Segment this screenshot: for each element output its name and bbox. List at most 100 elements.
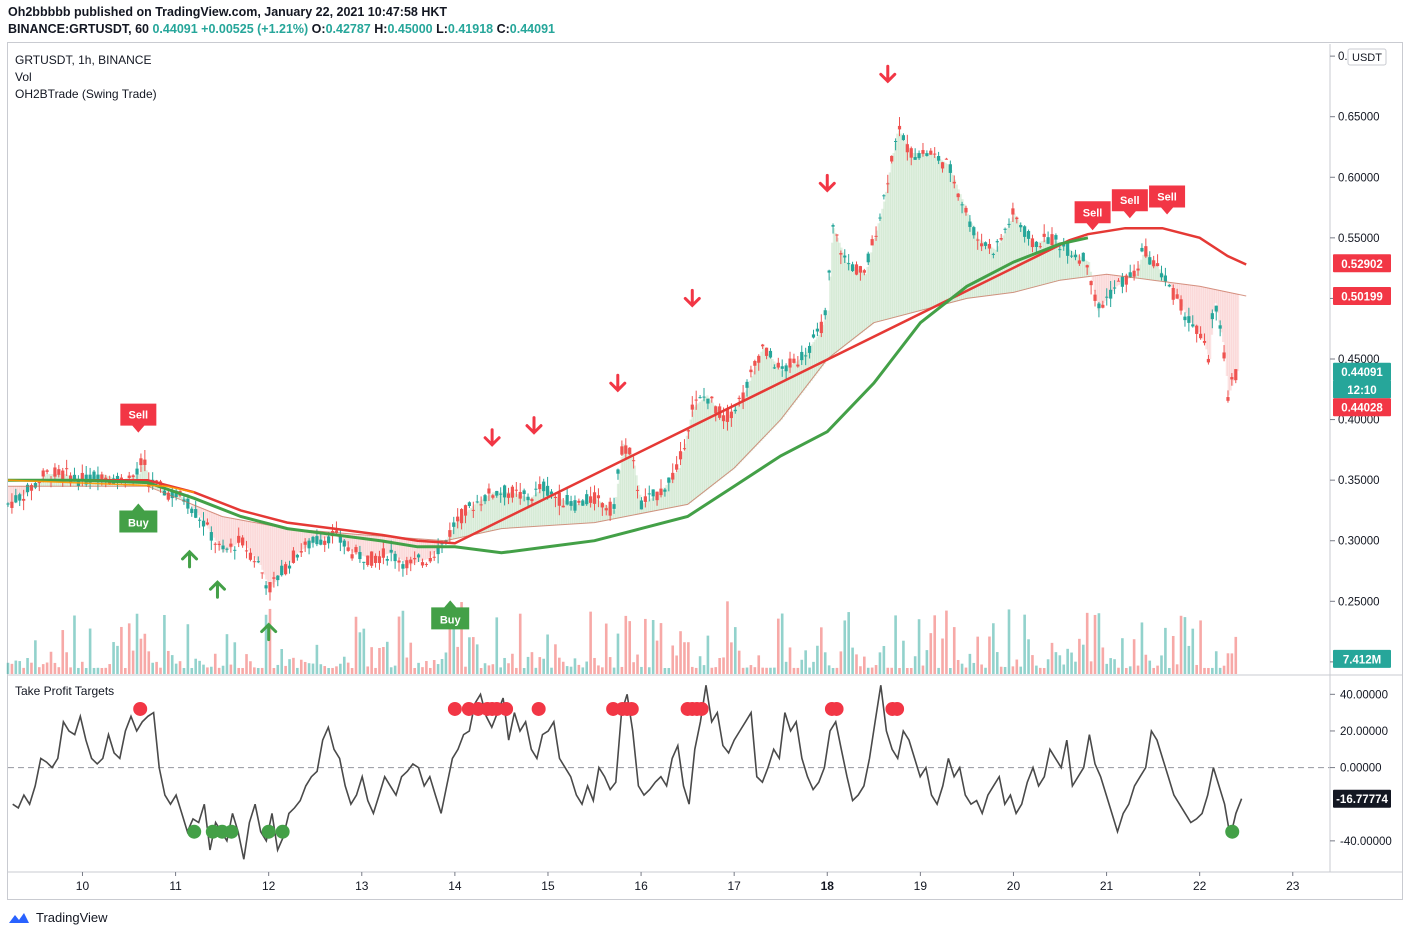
candle-body [221,545,225,550]
ma-fill-band [749,380,752,453]
open-label: O: [311,22,326,36]
candle-body [92,471,96,481]
volume-bar [440,659,444,674]
candle-body [557,492,561,506]
candle-body [1167,284,1171,287]
ma-fill-band [981,241,985,297]
ma-fill-band [1177,283,1180,301]
sell-target-dot [133,701,148,716]
ma-fill-band [603,504,607,521]
volume-bar [41,664,45,674]
ma-fill-band [711,402,715,486]
candle-body [131,475,135,477]
sell-target-dot [499,701,514,716]
ma-fill-band [834,233,837,354]
volume-bar [37,667,41,674]
candle-body [467,502,471,506]
candle-body [29,485,34,491]
volume-bar [1078,638,1081,674]
ma-fill-band [1106,274,1109,299]
ma-fill-band [1009,220,1013,293]
candle-body [381,548,385,558]
candle-body [45,470,49,472]
candle-body [545,485,550,496]
ma-fill-band [769,356,772,432]
ma-fill-band [1212,289,1215,311]
ma-fill-band [940,160,944,306]
ma-fill-band [222,516,225,553]
time-tick-label: 14 [448,879,462,893]
candle-body [628,447,632,455]
volume-bar [358,632,362,674]
ma-fill-band [399,537,402,559]
volume-bar [241,667,244,674]
candle-body [217,543,221,545]
candle-body [753,360,757,366]
ma-fill-band [19,486,22,498]
ma-fill-band [745,390,748,457]
candle-body [354,547,358,553]
ma-fill-band [177,495,180,499]
ma-fill-band [903,140,906,315]
candle-body [350,554,354,559]
volume-bar [820,627,823,674]
ma-fill-band [484,497,487,533]
candle-body [491,495,495,498]
ma-fill-band [743,395,746,459]
candle-body [1198,333,1203,339]
ma-fill-band [925,153,929,310]
ma-fill-band [1069,249,1072,280]
ma-fill-band [1149,257,1152,280]
volume-bar [237,667,240,674]
ma-fill-band [1138,264,1141,279]
volume-bar [776,618,780,674]
ma-fill-band [585,501,588,524]
ma-fill-band [501,492,504,529]
candle-body [241,537,245,546]
tradingview-brand[interactable]: TradingView [8,910,108,925]
candle-body [280,565,284,576]
ma-fill-band [914,153,918,312]
sell-arrow-icon [818,173,836,193]
ma-fill-band [847,263,851,344]
ma-fill-band [1108,274,1111,296]
ma-fill-band [553,495,556,526]
ma-fill-band [810,344,813,381]
ma-fill-band [1158,269,1161,281]
volume-bar [1128,666,1132,674]
currency-box[interactable] [1347,48,1387,66]
volume-bar [53,662,57,674]
candle-body [667,477,671,483]
volume-bar [92,667,96,674]
ma-fill-band [277,526,281,578]
ma-fill-band [24,486,28,494]
buy-target-dot [224,824,239,839]
ma-fill-band [784,368,787,415]
volume-bar [894,615,897,674]
ma-fill-band [1056,241,1059,282]
time-tick-label: 19 [914,879,928,893]
ma-fill-band [1099,275,1102,309]
volume-bar [413,667,416,674]
ma-fill-band [235,518,238,545]
ma-fill-band [302,529,305,550]
candle-body [757,355,761,363]
buy-arrow-icon [208,580,226,599]
candle-body [905,144,909,153]
ma-fill-band [572,503,575,525]
ma-fill-band [417,538,420,562]
candle-body [276,575,280,581]
buy-arrow-icon [181,549,199,569]
ma-fill-band [935,156,938,307]
ma-fill-band [1082,258,1085,278]
candle-body [495,490,499,496]
candle-body [690,404,694,410]
volume-bar [507,663,510,674]
ma-fill-band [281,527,284,573]
sell-target-dot [447,701,462,716]
candle-body [252,561,256,563]
ma-fill-band [264,524,268,580]
ma-fill-band [1104,274,1107,301]
volume-bar [229,664,233,674]
